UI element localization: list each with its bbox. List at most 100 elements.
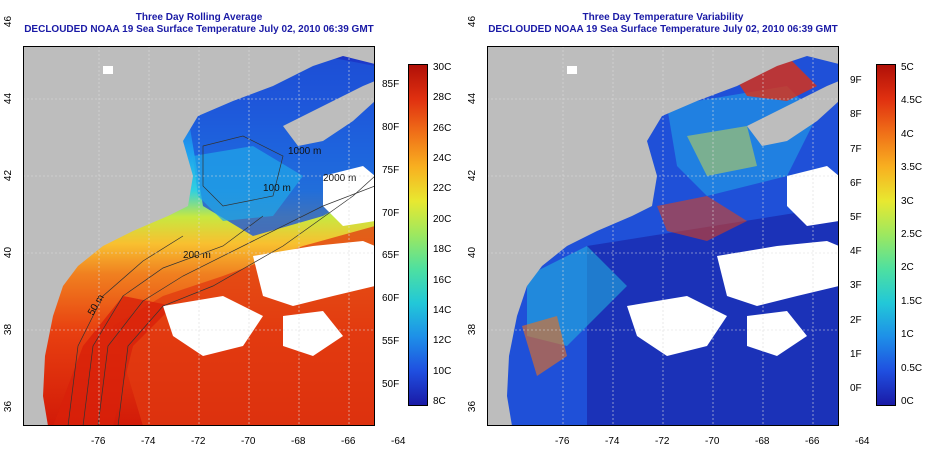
right-title: Three Day Temperature Variability <box>582 12 744 23</box>
panels.0.x_ticks-tick-label: -70 <box>241 436 256 447</box>
panels.1.colorbar.left_labels-tick-label: 5F <box>850 211 862 223</box>
graticule <box>23 46 375 426</box>
panels.1.colorbar.right_labels-tick-label: 3C <box>901 195 914 207</box>
right-colorbar-bar <box>876 64 896 406</box>
contour-label-2000m: 2000 m <box>323 173 356 184</box>
panels.1.y_ticks-tick-label: 42 <box>467 169 479 182</box>
map-frame <box>23 46 375 426</box>
panels.0.colorbar.right_labels-tick-label: 22C <box>433 183 452 195</box>
right-subtitle: DECLOUDED NOAA 19 Sea Surface Temperatur… <box>488 24 838 35</box>
graticule <box>487 46 839 426</box>
panels.1.y_ticks-tick-label: 44 <box>467 92 479 105</box>
panels.1.colorbar.left_labels-tick-label: 6F <box>850 177 862 189</box>
panels.0.colorbar.left_labels-tick-label: 85F <box>382 79 400 91</box>
panels.1.colorbar.right_labels-tick-label: 4.5C <box>901 95 923 107</box>
contour-label-100m: 100 m <box>263 183 291 194</box>
panels.0.colorbar.right_labels-tick-label: 10C <box>433 365 452 377</box>
panels.1.x_ticks-tick-label: -70 <box>705 436 720 447</box>
contour-2000m <box>117 175 376 427</box>
panels.1.colorbar.left_labels-tick-label: 9F <box>850 75 862 87</box>
panels.1.colorbar.left_labels-tick-label: 8F <box>850 109 862 121</box>
panels.1.colorbar.right_labels-tick-label: 0C <box>901 396 914 407</box>
contour-gulf <box>202 135 284 207</box>
panels.1.colorbar.left_labels-tick-label: 4F <box>850 246 862 258</box>
cloud-cover-5 <box>103 66 113 74</box>
panels.1.x_ticks-tick-label: -74 <box>605 436 620 447</box>
cloud-cover-3 <box>283 311 343 356</box>
panels.0.y_ticks-tick-label: 44 <box>3 92 15 105</box>
panels.0.y_ticks-tick-label: 46 <box>3 15 15 28</box>
panels.1.colorbar.left_labels-tick-label: 0F <box>850 382 862 394</box>
panels.1.x_ticks-tick-label: -66 <box>805 436 820 447</box>
panels.0.colorbar.left_labels-tick-label: 60F <box>382 293 400 305</box>
panels.1.x_ticks-tick-label: -76 <box>555 436 570 447</box>
variability-mid-3 <box>687 126 757 176</box>
panels.0.y_ticks-tick-label: 40 <box>3 246 15 259</box>
nova-scotia <box>747 81 839 146</box>
panels.1.y_ticks-tick-label: 36 <box>467 400 479 413</box>
georges-bank-cool <box>193 146 303 221</box>
panels.0.y_ticks-tick-label: 38 <box>3 323 15 336</box>
panels.0.x_ticks-tick-label: -74 <box>141 436 156 447</box>
variability-high-2 <box>657 196 747 241</box>
panels.0.colorbar.right_labels-tick-label: 8C <box>433 396 446 407</box>
panels.0.colorbar.left_labels-tick-label: 55F <box>382 335 400 347</box>
panels.0.colorbar.right_labels-tick-label: 20C <box>433 213 452 225</box>
panels.0.colorbar.right_labels-tick-label: 16C <box>433 274 452 286</box>
panels.0.colorbar.left_labels-tick-label: 75F <box>382 164 400 176</box>
panels.1.colorbar.right_labels-tick-label: 2.5C <box>901 229 923 240</box>
cloud-cover <box>253 241 375 306</box>
panels.1.y_ticks-tick-label: 40 <box>467 246 479 259</box>
left-title: Three Day Rolling Average <box>135 12 263 23</box>
contour-100m <box>82 215 264 427</box>
panels.1.colorbar.right_labels-tick-label: 3.5C <box>901 162 923 174</box>
nova-scotia <box>283 81 375 146</box>
panels.1.x_ticks-tick-label: -64 <box>855 436 870 447</box>
cloud-cover-2 <box>627 296 727 356</box>
panels.0.colorbar.right_labels-tick-label: 12C <box>433 335 452 347</box>
panels.0.colorbar.left_labels-tick-label: 80F <box>382 122 400 134</box>
panels.1.colorbar.right_labels-tick-label: 1C <box>901 329 914 341</box>
panels.1.x_ticks-tick-label: -68 <box>755 436 770 447</box>
left-map: 50 m 100 m 200 m 1000 m 2000 m <box>23 46 376 427</box>
left-map-svg: 50 m 100 m 200 m 1000 m 2000 m <box>23 46 376 427</box>
map-frame <box>487 46 839 426</box>
cloud-cover-3 <box>747 311 807 356</box>
panels.0.x_ticks-tick-label: -68 <box>291 436 306 447</box>
panels.1.colorbar.right_labels-tick-label: 2C <box>901 262 914 274</box>
panels.1.colorbar.right_labels-tick-label: 4C <box>901 128 914 140</box>
panels.0.colorbar.left_labels-tick-label: 50F <box>382 378 400 390</box>
panels.0.colorbar.right_labels-tick-label: 14C <box>433 304 452 316</box>
cloud-cover <box>717 241 839 306</box>
land-mass <box>487 46 839 426</box>
panels.0.x_ticks-tick-label: -72 <box>191 436 206 447</box>
panels.1.colorbar.left_labels-tick-label: 2F <box>850 314 862 326</box>
panels.1.colorbar.left_labels-tick-label: 7F <box>850 143 862 155</box>
left-colorbar <box>408 64 428 406</box>
panels.0.colorbar.right_labels-tick-label: 30C <box>433 62 452 73</box>
panels.1.x_ticks-tick-label: -72 <box>655 436 670 447</box>
panels.1.y_ticks-tick-label: 46 <box>467 15 479 28</box>
right-map-svg <box>487 46 839 426</box>
contour-label-1000m: 1000 m <box>288 146 321 157</box>
right-map <box>487 46 839 426</box>
panels.0.y_ticks-tick-label: 36 <box>3 400 15 413</box>
left-colorbar-bar <box>408 64 428 406</box>
panels.0.x_ticks-tick-label: -64 <box>391 436 406 447</box>
panels.1.y_ticks-tick-label: 38 <box>467 323 479 336</box>
panels.1.colorbar.right_labels-tick-label: 5C <box>901 62 914 73</box>
left-subtitle: DECLOUDED NOAA 19 Sea Surface Temperatur… <box>24 24 374 35</box>
contour-label-200m: 200 m <box>183 250 211 261</box>
panels.0.colorbar.left_labels-tick-label: 65F <box>382 250 400 262</box>
panels.1.colorbar.right_labels-tick-label: 1.5C <box>901 295 923 307</box>
panels.1.colorbar.left_labels-tick-label: 3F <box>850 280 862 292</box>
panels.0.y_ticks-tick-label: 42 <box>3 169 15 182</box>
panels.0.x_ticks-tick-label: -76 <box>91 436 106 447</box>
land-mass <box>23 46 375 426</box>
panels.1.colorbar.right_labels-tick-label: 0.5C <box>901 362 923 374</box>
variability-high-3 <box>522 316 567 376</box>
panels.1.colorbar.left_labels-tick-label: 1F <box>850 348 862 360</box>
contour-200m <box>97 185 376 427</box>
panels.0.colorbar.right_labels-tick-label: 28C <box>433 92 452 104</box>
cloud-cover-5 <box>567 66 577 74</box>
